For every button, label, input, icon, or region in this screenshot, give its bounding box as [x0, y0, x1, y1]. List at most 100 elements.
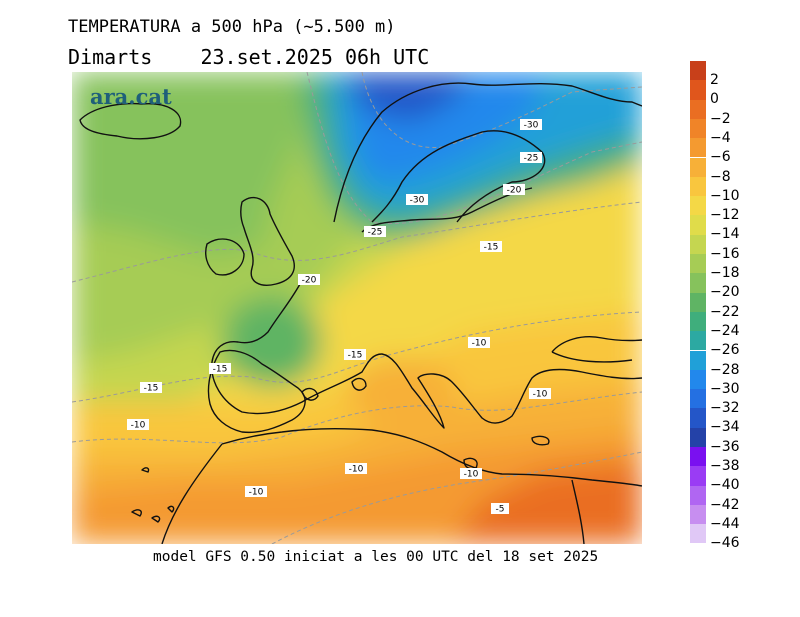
contour-label: -15 — [209, 363, 231, 375]
legend-label: −18 — [710, 265, 740, 281]
britain-outline — [239, 196, 295, 286]
svg-text:-10: -10 — [464, 470, 479, 480]
contour-label: -15 — [480, 241, 502, 253]
legend-label: −36 — [710, 438, 740, 455]
legend-swatch — [690, 138, 706, 158]
svg-text:-15: -15 — [348, 351, 363, 361]
legend-swatch — [690, 485, 706, 505]
legend-label: −8 — [710, 168, 731, 185]
map-title: TEMPERATURA a 500 hPa (~5.500 m) — [68, 17, 396, 37]
contour-label: -5 — [491, 503, 509, 515]
legend-swatch — [690, 466, 706, 486]
svg-text:-20: -20 — [302, 276, 317, 286]
legend-label: −12 — [710, 207, 740, 224]
legend-swatch — [690, 311, 706, 332]
legend-label: −6 — [710, 149, 731, 166]
svg-text:-25: -25 — [368, 228, 383, 238]
contour-label: -20 — [298, 274, 320, 286]
legend-swatch — [690, 215, 706, 235]
model-run-info: model GFS 0.50 iniciat a les 00 UTC del … — [153, 549, 599, 565]
legend-swatch — [690, 292, 706, 312]
legend-swatch — [690, 447, 706, 467]
contour-label: -10 — [127, 419, 149, 431]
legend-swatch — [690, 157, 706, 177]
ara-cat-logo: ara.cat — [90, 84, 172, 109]
temperature-field — [72, 72, 642, 544]
nile-outline — [571, 479, 585, 544]
svg-text:-30: -30 — [524, 121, 539, 131]
legend-label: −2 — [710, 110, 731, 127]
contour-label: -10 — [468, 337, 490, 349]
legend-swatch — [690, 504, 706, 525]
legend-swatch — [690, 350, 706, 370]
africa-west-outline — [161, 443, 223, 544]
contour-label: -10 — [345, 463, 367, 475]
legend-swatch — [690, 196, 706, 216]
legend-label: −46 — [710, 535, 740, 552]
contour-label: -10 — [460, 468, 482, 480]
legend-label: −26 — [710, 342, 740, 359]
ireland-outline — [205, 238, 245, 276]
legend-label: −22 — [710, 303, 740, 320]
contour-label: -15 — [140, 382, 162, 394]
europe-coast-outline — [211, 283, 642, 429]
legend-swatch — [690, 254, 706, 274]
legend-label: 2 — [710, 72, 719, 88]
legend-label: −38 — [710, 458, 740, 474]
contour-label: -30 — [520, 119, 542, 131]
legend-label: −4 — [710, 129, 731, 146]
legend-label: −10 — [710, 187, 740, 204]
legend-label: −44 — [710, 515, 740, 532]
svg-text:-10: -10 — [249, 488, 264, 498]
legend-swatch — [690, 389, 706, 409]
legend-swatch — [690, 427, 706, 447]
svg-text:-10: -10 — [349, 465, 364, 475]
contour-label: -10 — [529, 388, 551, 400]
contour-label: -25 — [364, 226, 386, 238]
legend-swatch — [690, 61, 706, 81]
color-legend: 2 0 −2 −4 −6 −8 −10 −12 −14 −16 −18 −20 −22 −24 −26 −28… — [690, 61, 790, 557]
legend-label: −42 — [710, 496, 740, 513]
legend-label: −30 — [710, 380, 740, 397]
legend-label: 0 — [710, 91, 719, 108]
legend-swatch — [690, 80, 706, 100]
legend-swatch — [690, 369, 706, 390]
legend-label: −28 — [710, 361, 740, 378]
legend-label: −24 — [710, 322, 740, 339]
svg-text:-15: -15 — [213, 365, 228, 375]
legend-swatch — [690, 118, 706, 139]
legend-label: −20 — [710, 284, 740, 301]
svg-text:-10: -10 — [533, 390, 548, 400]
map-valid-time: Dimarts 23.set.2025 06h UTC — [68, 45, 430, 69]
svg-text:-15: -15 — [144, 384, 159, 394]
legend-swatch — [690, 273, 706, 293]
legend-label: −40 — [710, 477, 740, 494]
black-sea-outline — [551, 336, 642, 363]
map-canvas: -30 -25 -20 -30 -25 -15 -20 -10 -15 -15 … — [72, 72, 642, 544]
legend-swatch — [690, 176, 706, 197]
baltic-outline — [361, 187, 533, 233]
mediterranean-islands — [301, 377, 550, 470]
canary-islands — [131, 467, 175, 523]
contour-label: -10 — [245, 486, 267, 498]
svg-text:-10: -10 — [472, 339, 487, 349]
legend-label: −32 — [710, 400, 740, 417]
svg-text:-20: -20 — [507, 186, 522, 196]
svg-text:-30: -30 — [410, 196, 425, 206]
svg-text:-5: -5 — [496, 505, 505, 515]
iceland-outline — [79, 102, 182, 140]
contour-labels: -30 -25 -20 -30 -25 -15 -20 -10 -15 -15 … — [127, 119, 551, 515]
legend-swatch — [690, 99, 706, 119]
legend-label: −14 — [710, 226, 740, 243]
contour-label: -25 — [520, 152, 542, 164]
legend-swatch — [690, 408, 706, 428]
svg-text:-10: -10 — [131, 421, 146, 431]
svg-text:-15: -15 — [484, 243, 499, 253]
iberia-outline — [207, 349, 306, 434]
legend-swatch — [690, 524, 706, 544]
legend-swatch — [690, 234, 706, 254]
temperature-map: -30 -25 -20 -30 -25 -15 -20 -10 -15 -15 … — [72, 72, 642, 544]
contour-label: -15 — [344, 349, 366, 361]
contour-label: -30 — [406, 194, 428, 206]
legend-label: −34 — [710, 419, 740, 436]
